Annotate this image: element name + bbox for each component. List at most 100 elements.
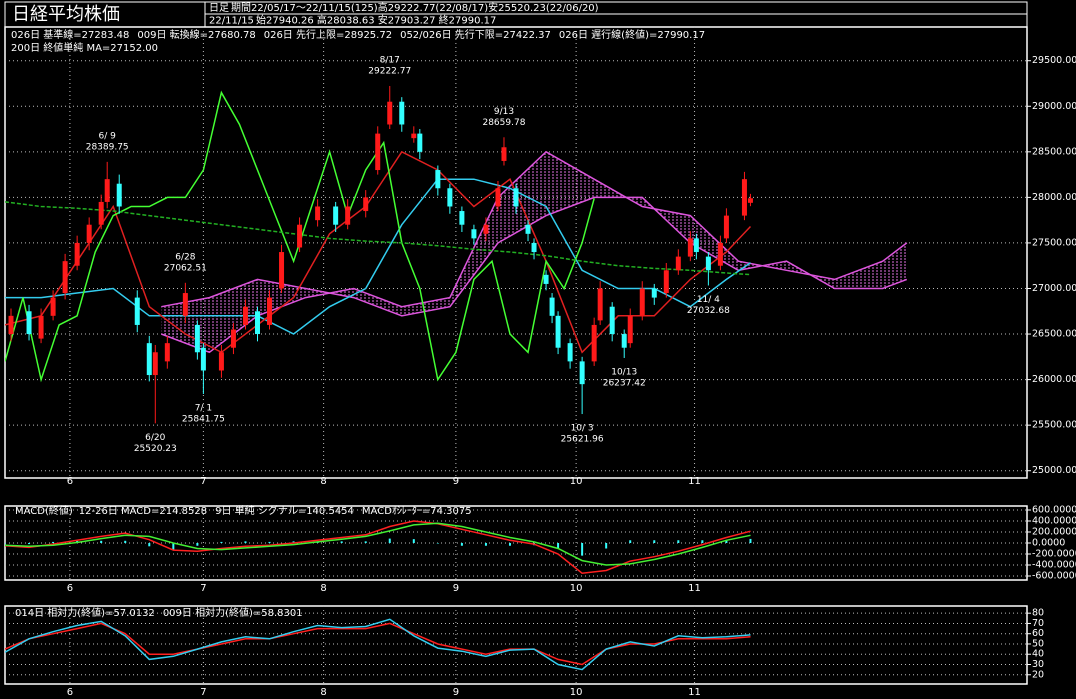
x-tick-label: 8 (320, 476, 326, 487)
legend-entry: 014日 相対力(終値)=57.0132 (15, 606, 155, 619)
candle-body (279, 252, 285, 289)
candle-body (597, 288, 603, 321)
candle-body (705, 256, 711, 271)
candle-body (417, 133, 423, 152)
macd-bar (124, 540, 127, 543)
annotation-value: 28389.75 (86, 142, 129, 152)
legend-entry: 026日 基準線=27283.48 (11, 28, 129, 41)
y-tick-label: -400.0000 (1032, 559, 1076, 570)
candle-body (609, 306, 615, 335)
x-tick-label: 10 (570, 476, 583, 487)
candle-body (98, 201, 104, 225)
candle-body (242, 306, 248, 325)
title-box (4, 1, 206, 28)
y-tick-label: 50 (1032, 638, 1044, 649)
macd-bar (701, 540, 704, 543)
annotation-date: 8/17 (380, 55, 400, 65)
candle-body (549, 297, 555, 316)
x-tick-label: 7 (200, 687, 206, 698)
annotation-date: 6/20 (145, 433, 165, 443)
candle-body (723, 215, 729, 239)
macd-bar (292, 541, 295, 543)
y-tick-label: 600.0000 (1032, 505, 1076, 516)
x-tick-label: 8 (320, 583, 326, 594)
annotation-date: 6/ 9 (99, 131, 117, 141)
x-tick-label: 11 (688, 476, 701, 487)
macd-bar (412, 539, 415, 543)
macd-bar (5, 543, 6, 544)
candle-body (543, 274, 549, 284)
y-tick-label: 20 (1032, 669, 1044, 680)
macd-bar (653, 540, 656, 543)
plot-area (5, 520, 752, 574)
macd-bar (436, 543, 439, 544)
candle-body (104, 179, 110, 202)
x-tick-label: 6 (67, 687, 73, 698)
candle-body (717, 242, 723, 266)
candle-body (747, 198, 753, 203)
candle-body (693, 238, 699, 253)
candle-body (567, 343, 573, 362)
period: 期間22/05/17～22/11/15(125)高29222.77(22/08/… (231, 1, 599, 14)
x-tick-label: 8 (320, 687, 326, 698)
annotation-date: 7/ 1 (195, 404, 212, 414)
legend-entry: MACDｵｼﾚｰﾀｰ=74.3075 (362, 505, 472, 517)
candle-body (134, 297, 140, 325)
indicator-line (5, 201, 751, 276)
legend-entry: 052/026日 先行下限=27422.37 (400, 28, 551, 41)
candle-body (345, 206, 351, 225)
candle-body (501, 147, 507, 161)
candle-body (26, 311, 32, 335)
y-tick-label: 60 (1032, 628, 1044, 639)
macd-bar (749, 538, 752, 543)
y-tick-label: 25000.00 (1032, 465, 1076, 476)
candle-body (687, 238, 693, 257)
x-tick-label: 11 (688, 583, 701, 594)
candle-body (411, 133, 417, 139)
candle-body (146, 343, 152, 376)
macd-bar (725, 540, 728, 543)
macd-bar (581, 543, 584, 556)
y-tick-label: 28000.00 (1032, 192, 1076, 203)
candle-body (152, 352, 158, 376)
x-tick-label: 10 (570, 583, 583, 594)
annotation-value: 26237.42 (603, 378, 646, 388)
legend-entry: 026日 先行上限=28925.72 (264, 28, 392, 41)
macd-bar (196, 543, 199, 546)
rsi-line (5, 622, 751, 666)
candle-body (116, 183, 122, 207)
y-tick-label: 30 (1032, 659, 1044, 670)
macd-bar (268, 541, 271, 543)
candle-body (74, 242, 80, 266)
annotation-date: 10/ 3 (571, 424, 594, 434)
candle-body (627, 315, 633, 344)
annotation-date: 11/ 4 (697, 295, 720, 305)
macd-bar (677, 540, 680, 543)
period-type: 日足 (209, 2, 229, 14)
candle-body (459, 211, 465, 225)
candle-body (591, 324, 597, 362)
candle-body (495, 188, 501, 207)
y-tick-label: 25500.00 (1032, 420, 1076, 431)
indicator-line (5, 178, 751, 335)
annotation-date: 9/13 (494, 107, 514, 117)
candle-body (471, 229, 477, 239)
y-tick-label: 29000.00 (1032, 101, 1076, 112)
x-tick-label: 11 (688, 687, 701, 698)
x-tick-label: 9 (453, 476, 459, 487)
candle-body (579, 361, 585, 385)
y-tick-label: 27000.00 (1032, 283, 1076, 294)
plot-area (5, 618, 751, 671)
y-tick-label: 400.0000 (1032, 516, 1076, 527)
x-tick-label: 9 (453, 583, 459, 594)
macd-bar (605, 543, 608, 549)
macd-line (5, 520, 751, 574)
annotation-value: 25520.23 (134, 444, 177, 454)
macd-bar (148, 543, 151, 547)
panel-frame (4, 26, 1028, 479)
legend-entry: 12-26日 MACD=214.8528 (79, 506, 207, 517)
rsi-line (5, 618, 751, 671)
candle-body (38, 315, 44, 339)
candle-body (333, 206, 339, 225)
